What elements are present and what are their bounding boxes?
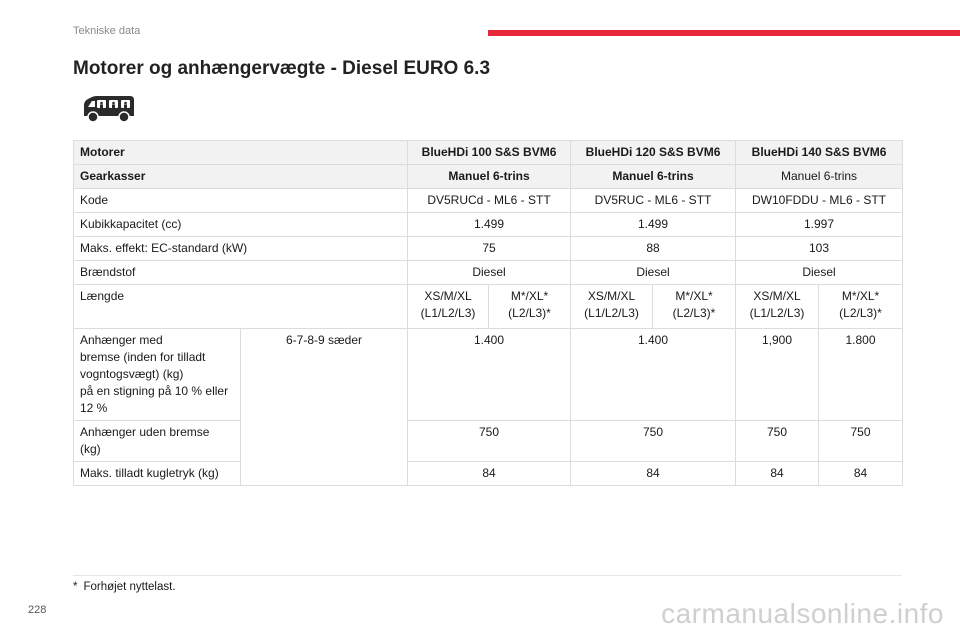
- table-cell: 750: [735, 420, 820, 462]
- length-row-label: Længde: [72, 284, 409, 329]
- footnote-marker: *: [73, 581, 78, 593]
- footnote-divider: [73, 575, 902, 576]
- cell-line: (L2/L3)*: [672, 306, 716, 320]
- table-cell: Manuel 6-trins: [570, 164, 737, 189]
- table-cell: DV5RUCd - ML6 - STT: [407, 188, 572, 213]
- table-cell: 88: [570, 236, 737, 261]
- table-row: Kode DV5RUCd - ML6 - STT DV5RUC - ML6 - …: [72, 188, 904, 213]
- cell-line: 12 %: [80, 401, 108, 415]
- unbraked-trailer-label: Anhænger uden bremse (kg): [73, 420, 241, 462]
- table-cell: 750: [407, 420, 572, 462]
- table-cell: DW10FDDU - ML6 - STT: [735, 188, 904, 213]
- braked-trailer-label: Anhænger med bremse (inden for tilladt v…: [73, 328, 241, 421]
- cell-line: bremse (inden for tilladt: [80, 350, 206, 364]
- page-title: Motorer og anhængervægte - Diesel EURO 6…: [73, 58, 491, 79]
- table-cell: M*/XL* (L2/L3)*: [652, 284, 737, 329]
- table-cell: 1.400: [407, 328, 572, 421]
- table-cell: 1.499: [570, 212, 737, 237]
- table-row: Brændstof Diesel Diesel Diesel: [72, 260, 904, 285]
- cell-line: (L1/L2/L3): [749, 306, 805, 320]
- power-row-label: Maks. effekt: EC-standard (kW): [72, 236, 409, 261]
- table-cell: Diesel: [735, 260, 904, 285]
- fuel-row-label: Brændstof: [72, 260, 409, 285]
- footnote-text: Forhøjet nyttelast.: [83, 581, 176, 593]
- table-cell: M*/XL* (L2/L3)*: [818, 284, 904, 329]
- engine-row-label: Motorer: [72, 140, 409, 165]
- table-row: Maks. effekt: EC-standard (kW) 75 88 103: [72, 236, 904, 261]
- table-cell: 84: [407, 461, 572, 486]
- cell-line: (L1/L2/L3): [420, 306, 476, 320]
- table-cell: 750: [818, 420, 904, 462]
- table-row: Maks. tilladt kugletryk (kg) 84 84 84 84: [73, 461, 904, 486]
- table-row: Anhænger med bremse (inden for tilladt v…: [73, 328, 904, 486]
- table-row: Kubikkapacitet (cc) 1.499 1.499 1.997: [72, 212, 904, 237]
- table-cell: DV5RUC - ML6 - STT: [570, 188, 737, 213]
- table-cell: Diesel: [407, 260, 572, 285]
- page-number: 228: [28, 604, 47, 616]
- table-cell: 1.499: [407, 212, 572, 237]
- table-cell: 1.800: [818, 328, 904, 421]
- cell-line: (L1/L2/L3): [584, 306, 639, 320]
- table-cell: 103: [735, 236, 904, 261]
- table-cell: XS/M/XL (L1/L2/L3): [570, 284, 654, 329]
- footnote: * Forhøjet nyttelast.: [73, 581, 176, 593]
- specs-table: Motorer BlueHDi 100 S&S BVM6 BlueHDi 120…: [72, 140, 904, 486]
- cell-line: Anhænger med: [80, 333, 163, 347]
- table-cell: XS/M/XL (L1/L2/L3): [407, 284, 490, 329]
- seats-label: 6-7-8-9 sæder: [239, 328, 409, 486]
- table-cell: M*/XL* (L2/L3)*: [488, 284, 572, 329]
- table-cell: 1.400: [570, 328, 737, 421]
- table-cell: BlueHDi 140 S&S BVM6: [735, 140, 904, 165]
- cell-line: vogntogsvægt) (kg): [80, 367, 184, 381]
- cell-line: XS/M/XL: [587, 289, 636, 303]
- cell-line: M*/XL*: [841, 289, 880, 303]
- table-cell: 84: [818, 461, 904, 486]
- table-cell: Manuel 6-trins: [735, 164, 904, 189]
- displacement-row-label: Kubikkapacitet (cc): [72, 212, 409, 237]
- table-cell: 84: [735, 461, 820, 486]
- gearbox-row-label: Gearkasser: [72, 164, 409, 189]
- cell-line: XS/M/XL: [424, 289, 472, 303]
- cell-line: (kg): [80, 442, 101, 456]
- table-row: Anhænger uden bremse (kg) 750 750 750 75…: [73, 420, 904, 462]
- table-cell: 84: [570, 461, 737, 486]
- cell-line: M*/XL*: [675, 289, 713, 303]
- code-row-label: Kode: [72, 188, 409, 213]
- cell-line: (L2/L3)*: [508, 306, 551, 320]
- table-cell: 750: [570, 420, 737, 462]
- cell-line: Anhænger uden bremse: [80, 425, 210, 439]
- van-with-passengers-icon: [84, 96, 134, 123]
- cell-line: XS/M/XL: [753, 289, 801, 303]
- table-cell: XS/M/XL (L1/L2/L3): [735, 284, 820, 329]
- header-section-label: Tekniske data: [73, 25, 141, 37]
- table-cell: 75: [407, 236, 572, 261]
- table-row: Længde XS/M/XL (L1/L2/L3) M*/XL* (L2/L3)* …: [72, 284, 904, 329]
- noseweight-label: Maks. tilladt kugletryk (kg): [73, 461, 241, 486]
- table-cell: 1,900: [735, 328, 820, 421]
- cell-line: (L2/L3)*: [839, 306, 882, 320]
- table-cell: Manuel 6-trins: [407, 164, 572, 189]
- header-accent-bar: [488, 30, 960, 36]
- table-row: Gearkasser Manuel 6-trins Manuel 6-trins…: [72, 164, 904, 189]
- table-cell: BlueHDi 120 S&S BVM6: [570, 140, 737, 165]
- table-cell: BlueHDi 100 S&S BVM6: [407, 140, 572, 165]
- table-row: Motorer BlueHDi 100 S&S BVM6 BlueHDi 120…: [72, 140, 904, 165]
- table-cell: Diesel: [570, 260, 737, 285]
- table-cell: 1.997: [735, 212, 904, 237]
- watermark: carmanualsonline.info: [661, 598, 944, 629]
- cell-line: på en stigning på 10 % eller: [80, 384, 229, 398]
- cell-line: M*/XL*: [510, 289, 549, 303]
